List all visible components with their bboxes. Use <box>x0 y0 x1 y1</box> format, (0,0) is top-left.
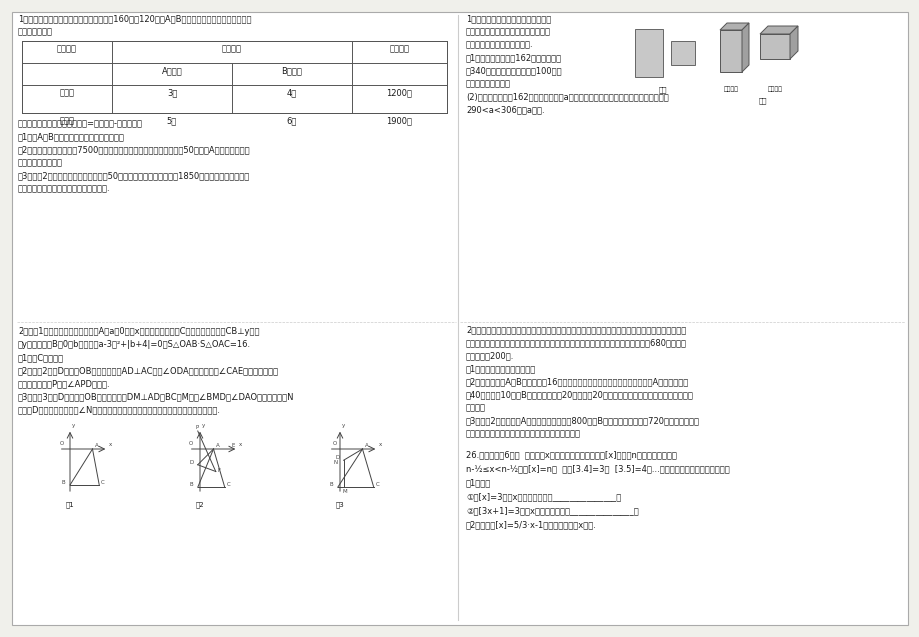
Text: 1900元: 1900元 <box>386 116 412 125</box>
Bar <box>670 41 694 65</box>
Text: D: D <box>189 460 194 465</box>
Bar <box>759 34 789 59</box>
Text: 销售收入: 销售收入 <box>389 44 409 53</box>
Text: C: C <box>226 482 231 487</box>
Text: ①若[x]=3，则x应满足的条件：_______________；: ①若[x]=3，则x应满足的条件：_______________； <box>466 492 620 501</box>
Text: A种型号: A种型号 <box>162 66 182 75</box>
Text: 3台: 3台 <box>166 88 177 97</box>
Bar <box>22 41 447 113</box>
Text: 销售时段: 销售时段 <box>57 44 77 53</box>
Text: 5台: 5台 <box>166 116 177 125</box>
Text: x: x <box>379 442 382 447</box>
Text: n-½≤x<n-½，则[x]=n，  如：[3.4]=3，  [3.5]=4，...根据以上材料，解决下列问题：: n-½≤x<n-½，则[x]=n， 如：[3.4]=3， [3.5]=4，...… <box>466 464 729 473</box>
Text: D: D <box>335 455 339 461</box>
Text: 图2: 图2 <box>196 501 204 508</box>
Text: （2）现计划租用A、B两种货车共16辆，一次性将这批物质送到群众手中，已知A种货车可装帐: （2）现计划租用A、B两种货车共16辆，一次性将这批物质送到群众手中，已知A种货… <box>466 377 688 386</box>
Polygon shape <box>789 26 797 59</box>
Text: 有哪几种生产方案？: 有哪几种生产方案？ <box>466 79 510 88</box>
Text: 篷40件和食品10件，B种货车可装帐篷20件和食品20件，试通过计算帮助市民政局设计几种运: 篷40件和食品10件，B种货车可装帐篷20件和食品20件，试通过计算帮助市民政局… <box>466 390 693 399</box>
Text: 销售数量: 销售数量 <box>221 44 242 53</box>
Text: O: O <box>60 441 64 446</box>
Text: (2)若有正方形纸板162张，长方形纸板a张，做成上述两种纸盒，纸板恰好用完，已知: (2)若有正方形纸板162张，长方形纸板a张，做成上述两种纸盒，纸板恰好用完，已… <box>466 92 668 101</box>
Text: （1）帐篷和食品各有多少件？: （1）帐篷和食品各有多少件？ <box>466 364 536 373</box>
Text: 290<a<306，求a的值.: 290<a<306，求a的值. <box>466 105 544 114</box>
Text: P: P <box>196 425 199 430</box>
Text: A: A <box>95 443 98 448</box>
Text: C: C <box>375 482 380 487</box>
Text: 图乙: 图乙 <box>757 97 766 104</box>
Text: 交y轴负半轴于B（0，b），且（a-3）²+|b+4|=0，S△OAB·S△OAC=16.: 交y轴负半轴于B（0，b），且（a-3）²+|b+4|=0，S△OAB·S△OA… <box>18 340 251 349</box>
Text: y: y <box>202 423 205 428</box>
Text: 26.（本题满分6分）  对非实数x四舍五入到各位的值记为[x]，即当n为非负整数时，若: 26.（本题满分6分） 对非实数x四舍五入到各位的值记为[x]，即当n为非负整数… <box>466 450 676 459</box>
Text: （1）求C点坐标：: （1）求C点坐标： <box>18 353 64 362</box>
Text: y: y <box>72 423 75 428</box>
Polygon shape <box>759 26 797 34</box>
Text: 6台: 6台 <box>287 116 297 125</box>
Text: 点，则D点在运动过程中，∠N的大小是否变化？若不变，求出其值，若变化，说明理由.: 点，则D点在运动过程中，∠N的大小是否变化？若不变，求出其值，若变化，说明理由. <box>18 405 221 414</box>
Text: 横式纸盒: 横式纸盒 <box>766 86 782 92</box>
Text: x: x <box>239 442 242 447</box>
Text: 1．沛水县商场某柜台销售每台进价分别为160元、120元的A、B两种型号的电风扇，下表是近两: 1．沛水县商场某柜台销售每台进价分别为160元、120元的A、B两种型号的电风扇… <box>18 14 251 23</box>
Polygon shape <box>742 23 748 72</box>
Text: 板340张，若要做两种纸盒共100个，: 板340张，若要做两种纸盒共100个， <box>466 66 562 75</box>
Text: 出相应的采购方案；若不能，请说明理由.: 出相应的采购方案；若不能，请说明理由. <box>18 184 110 193</box>
Text: 1200元: 1200元 <box>386 88 412 97</box>
Text: （3）在（2）的条件下，商场销售完这50台电风扇能否实现利润超过1850元的目标？若能，请给: （3）在（2）的条件下，商场销售完这50台电风扇能否实现利润超过1850元的目标… <box>18 171 250 180</box>
Text: 2．入夏以来，由于持续暴雨，某市遭受严重水涝灾害，群众失去家园。市民政局为解决灾民群众困: 2．入夏以来，由于持续暴雨，某市遭受严重水涝灾害，群众失去家园。市民政局为解决灾… <box>466 325 686 334</box>
Polygon shape <box>720 23 748 30</box>
Text: 该选择哪种方案，才能使运费最少？最少运费是多少: 该选择哪种方案，才能使运费最少？最少运费是多少 <box>466 429 581 438</box>
Text: x: x <box>109 442 112 447</box>
Text: A: A <box>364 443 368 448</box>
Text: A: A <box>215 443 219 448</box>
Text: N: N <box>333 460 337 465</box>
Text: B: B <box>189 482 193 487</box>
Text: 4台: 4台 <box>287 88 297 97</box>
Text: 输方案？: 输方案？ <box>466 403 485 412</box>
Text: 篷比食品多200件.: 篷比食品多200件. <box>466 351 514 360</box>
Text: （3）如图3，当D点在线段OB上运动时，作DM⊥AD交BC于M点，∠BMD、∠DAO的平分线交于N: （3）如图3，当D点在线段OB上运动时，作DM⊥AD交BC于M点，∠BMD、∠D… <box>18 392 294 401</box>
Text: 1．某工厂用如图甲所示的长方形和正: 1．某工厂用如图甲所示的长方形和正 <box>466 14 550 23</box>
Text: M: M <box>342 489 346 494</box>
Text: （进价、售价均保持不变，利润=销售收入-进货成本）: （进价、售价均保持不变，利润=销售收入-进货成本） <box>18 119 142 128</box>
Text: y: y <box>342 423 345 428</box>
Bar <box>720 30 742 72</box>
Text: O: O <box>333 441 336 446</box>
Text: 周的销售情况：: 周的销售情况： <box>18 27 53 36</box>
Text: （1）求A、B两种型号的电风扇的销售单价；: （1）求A、B两种型号的电风扇的销售单价； <box>18 132 125 141</box>
Text: 图甲: 图甲 <box>658 86 666 92</box>
Text: 竖式纸盒: 竖式纸盒 <box>722 86 738 92</box>
Text: E: E <box>231 443 234 448</box>
Text: 第二周: 第二周 <box>60 116 74 125</box>
Text: 2．如图1，在平面直角坐标系中，A（a，0）是x轴正半轴上一点，C是第四象限一点，CB⊥y轴，: 2．如图1，在平面直角坐标系中，A（a，0）是x轴正半轴上一点，C是第四象限一点… <box>18 327 259 336</box>
Text: （2）求满足[x]=5/3·x-1的所有非负实数x的值.: （2）求满足[x]=5/3·x-1的所有非负实数x的值. <box>466 520 596 529</box>
Text: 图3: 图3 <box>335 501 344 508</box>
Text: F: F <box>218 468 221 473</box>
Text: O: O <box>188 441 193 446</box>
Bar <box>634 29 663 77</box>
Text: （1）填空: （1）填空 <box>466 478 491 487</box>
Text: （2）如图2，设D为线段OB上一动点，当AD⊥AC时，∠ODA的角平分线与∠CAE的角平分线的反: （2）如图2，设D为线段OB上一动点，当AD⊥AC时，∠ODA的角平分线与∠CA… <box>18 366 278 375</box>
Text: B: B <box>62 480 65 485</box>
Text: 向延长线交于点P，求∠APD的度数.: 向延长线交于点P，求∠APD的度数. <box>18 379 110 388</box>
Text: B种型号: B种型号 <box>281 66 302 75</box>
Text: 难，紧急组织了一批救灾帐篷和食品准备送往灾区。已知这批物质中，帐篷和食品共680件，且帐: 难，紧急组织了一批救灾帐篷和食品准备送往灾区。已知这批物质中，帐篷和食品共680… <box>466 338 686 347</box>
Text: 图1: 图1 <box>65 501 74 508</box>
Text: 最多能采购多少台？: 最多能采购多少台？ <box>18 158 62 167</box>
Text: C: C <box>101 480 105 485</box>
Text: 式四种长方体形状的无盖纸盒.: 式四种长方体形状的无盖纸盒. <box>466 40 533 49</box>
Text: 第一周: 第一周 <box>60 88 74 97</box>
Text: B: B <box>329 482 333 487</box>
Text: （2）若商场准备用不多于7500元的金额再采购这两种型号的电风扇共50台，求A种型号的电风扇: （2）若商场准备用不多于7500元的金额再采购这两种型号的电风扇共50台，求A种… <box>18 145 250 154</box>
Text: （3）在（2）条件下，A种货车每辆需付运费800元，B种货车每辆需付运费720元，市民政局应: （3）在（2）条件下，A种货车每辆需付运费800元，B种货车每辆需付运费720元… <box>466 416 699 425</box>
Text: ②若[3x+1]=3，则x应满足的条件：_______________；: ②若[3x+1]=3，则x应满足的条件：_______________； <box>466 506 638 515</box>
Text: （1）现有正方形纸板162张，长方形纸: （1）现有正方形纸板162张，长方形纸 <box>466 53 562 62</box>
Text: 方形纸板，做成如图乙所示的竖式与横: 方形纸板，做成如图乙所示的竖式与横 <box>466 27 550 36</box>
